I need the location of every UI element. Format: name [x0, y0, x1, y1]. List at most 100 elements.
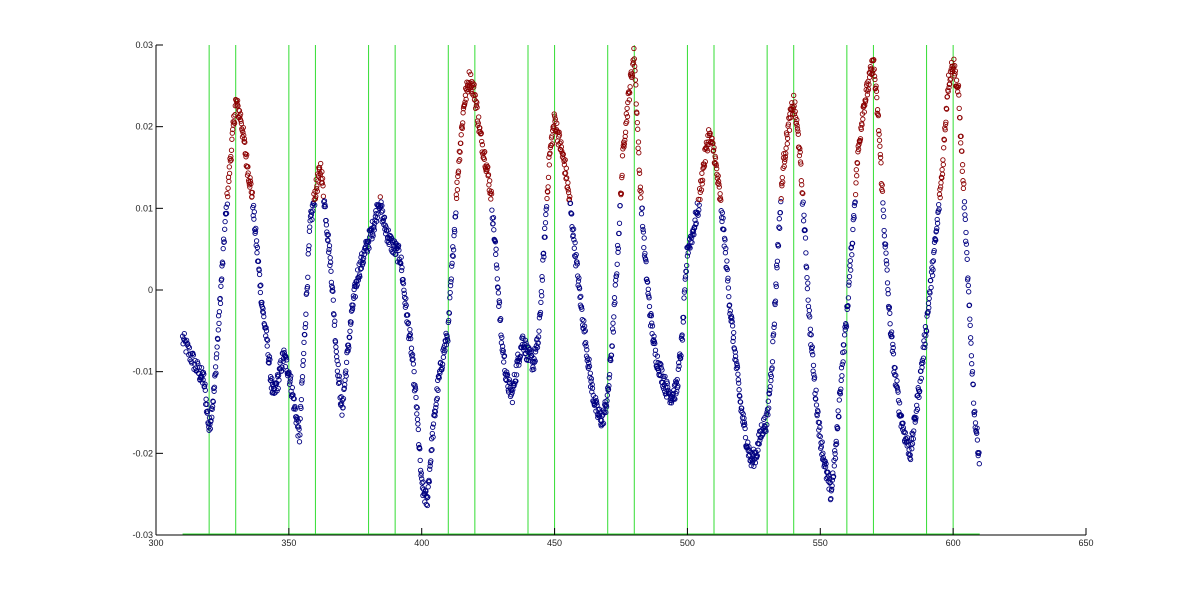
data-point-102	[223, 210, 230, 217]
data-point-316	[305, 274, 311, 280]
data-point-1730	[841, 332, 848, 338]
data-point-1863	[892, 365, 898, 371]
data-point-190	[257, 283, 263, 289]
data-point-1192	[637, 184, 644, 190]
data-point-1132	[614, 242, 621, 249]
data-point-2032	[956, 105, 962, 112]
data-point-1603	[793, 120, 800, 126]
data-point-337	[313, 193, 319, 200]
data-point-1942	[922, 341, 928, 347]
data-point-1718	[837, 388, 843, 395]
data-point-108	[226, 178, 232, 185]
data-point-1896	[904, 435, 911, 441]
data-point-708	[453, 195, 460, 202]
data-point-1145	[619, 153, 626, 159]
data-point-814	[494, 265, 500, 271]
data-point-1530	[766, 405, 772, 411]
data-point-769	[477, 125, 483, 131]
data-point-633	[425, 484, 431, 490]
data-point-1634	[805, 297, 811, 303]
data-point-1617	[799, 182, 805, 188]
data-point-1008	[567, 200, 574, 206]
data-point-1305	[680, 319, 686, 325]
data-point-1209	[644, 276, 650, 282]
data-point-757	[472, 92, 478, 98]
data-point-353	[319, 169, 325, 175]
data-point-1030	[576, 275, 582, 281]
data-point-1200	[640, 229, 647, 235]
data-point-30	[196, 364, 202, 370]
data-point-1314	[684, 262, 690, 269]
data-point-1002	[565, 187, 571, 193]
data-point-1565	[779, 183, 785, 189]
data-point-105	[225, 193, 231, 200]
data-point-1665	[817, 424, 823, 431]
data-point-1688	[825, 473, 832, 479]
data-point-926	[536, 315, 543, 321]
data-point-382	[330, 288, 336, 294]
data-point-724	[460, 120, 466, 126]
data-point-687	[446, 317, 452, 324]
data-point-1686	[825, 469, 831, 475]
data-point-1540	[769, 359, 776, 365]
data-point-1552	[774, 265, 780, 271]
data-point-175	[251, 209, 257, 215]
data-point-336	[312, 196, 319, 202]
data-point-511	[379, 202, 385, 209]
data-point-288	[294, 415, 300, 421]
data-point-1651	[811, 374, 818, 380]
data-point-214	[266, 360, 272, 366]
data-point-507	[377, 194, 383, 200]
data-point-891	[523, 340, 529, 346]
data-point-1142	[618, 190, 625, 197]
data-point-116	[229, 136, 235, 142]
data-point-191	[257, 289, 264, 296]
data-point-860	[511, 371, 517, 378]
data-point-1484	[748, 462, 754, 469]
data-point-1709	[833, 441, 840, 447]
data-point-375	[327, 255, 333, 261]
data-point-1623	[801, 212, 807, 218]
data-point-1794	[866, 81, 872, 88]
data-point-1057	[586, 356, 592, 362]
data-point-1553	[774, 258, 781, 264]
data-point-1325	[688, 239, 694, 245]
data-point-1035	[578, 293, 584, 300]
data-point-1066	[589, 385, 596, 391]
data-point-1631	[804, 274, 810, 281]
data-point-1044	[581, 329, 587, 335]
data-point-199	[260, 310, 267, 316]
data-point-798	[488, 196, 494, 202]
data-point-1065	[589, 381, 595, 388]
data-point-713	[455, 168, 462, 174]
data-point-2005	[946, 84, 952, 91]
data-point-509	[378, 199, 384, 205]
data-point-1715	[836, 414, 842, 420]
data-point-1433	[729, 315, 735, 321]
data-point-612	[417, 457, 423, 464]
data-point-3	[181, 330, 187, 337]
data-point-832	[501, 359, 507, 365]
data-point-972	[554, 120, 560, 126]
data-point-1868	[894, 378, 900, 384]
data-point-1397	[715, 173, 721, 179]
data-point-398	[336, 376, 342, 383]
data-point-50	[204, 401, 210, 408]
data-point-2056	[965, 282, 971, 289]
data-point-238	[275, 385, 281, 392]
data-point-1500	[754, 453, 760, 459]
data-point-670	[439, 364, 445, 371]
data-point-943	[543, 211, 549, 218]
data-point-1001	[565, 180, 571, 186]
data-point-792	[485, 172, 492, 178]
data-point-2051	[963, 241, 970, 247]
data-point-1230	[652, 340, 658, 347]
data-point-709	[454, 179, 460, 185]
data-point-1712	[835, 425, 841, 431]
data-point-1016	[570, 226, 577, 232]
data-point-1101	[603, 409, 609, 416]
data-point-356	[320, 183, 326, 189]
data-point-1607	[795, 128, 801, 134]
data-point-725	[460, 110, 466, 116]
data-point-594	[410, 361, 417, 367]
